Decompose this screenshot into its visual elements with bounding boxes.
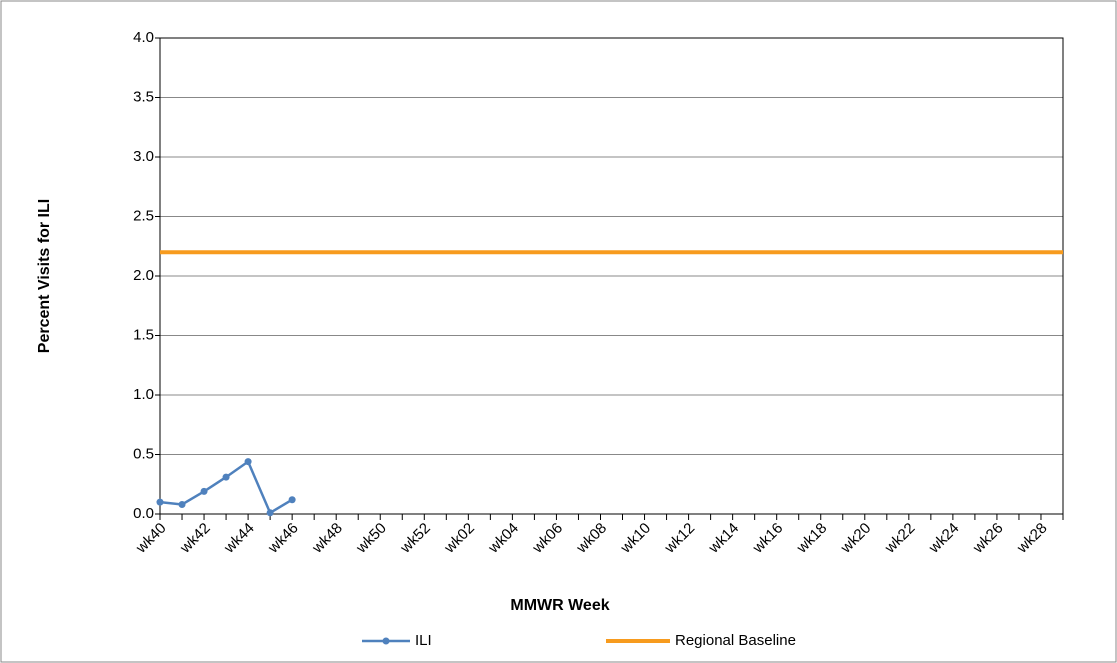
y-tick-label: 3.0 [133,148,154,165]
legend-label: ILI [415,632,432,649]
point [288,496,296,504]
point [178,500,186,508]
y-tick-label: 2.5 [133,207,154,224]
plot-border [159,37,1064,515]
y-tick-label: 3.5 [133,88,154,105]
point [222,473,230,481]
y-tick-label: 0.5 [133,445,154,462]
point [266,509,274,517]
y-axis-title: Percent Visits for ILI [36,199,53,353]
y-tick-label: 4.0 [133,29,154,46]
point [200,487,208,495]
x-axis-title: MMWR Week [510,597,609,614]
legend-marker [382,637,390,645]
legend-label: Regional Baseline [675,632,796,649]
point [244,458,252,466]
y-tick-label: 1.5 [133,326,154,343]
y-tick-label: 1.0 [133,386,154,403]
y-tick-label: 0.0 [133,505,154,522]
point [156,498,164,506]
y-tick-label: 2.0 [133,267,154,284]
